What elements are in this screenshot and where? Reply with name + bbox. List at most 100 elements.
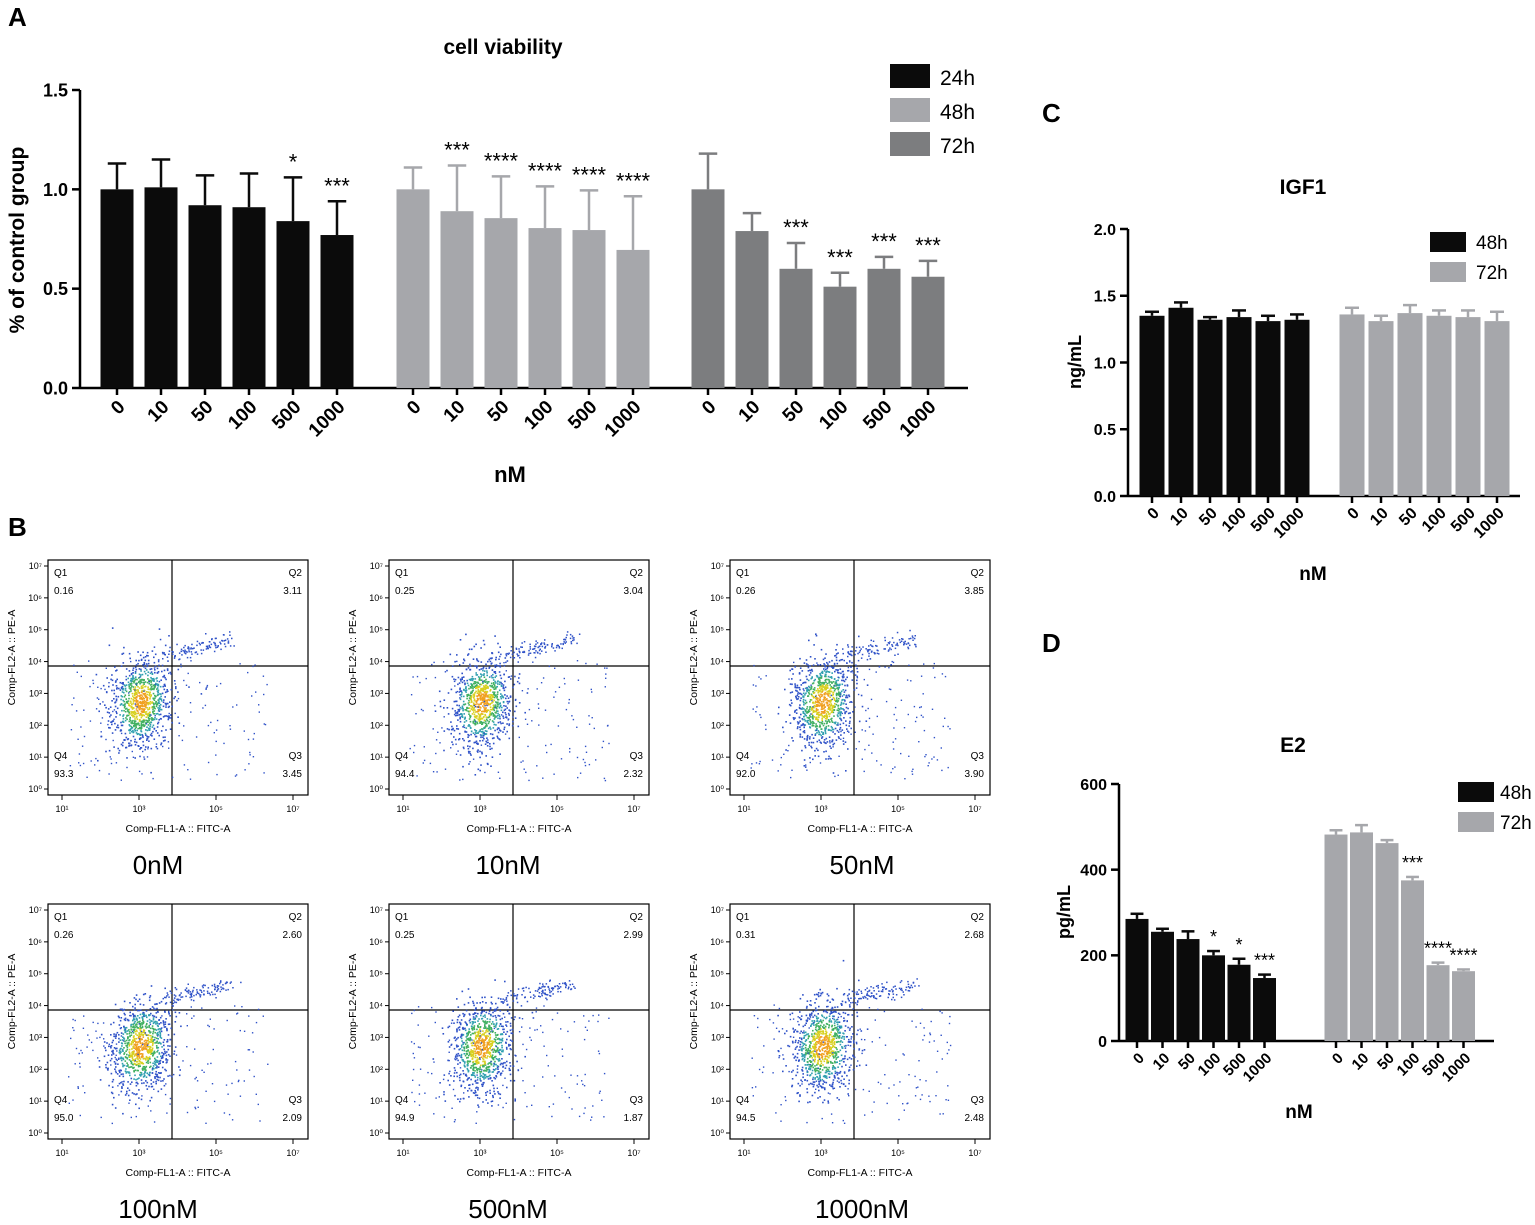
y-tick-label: 10⁶ [28,937,42,947]
significance-mark: * [1210,927,1217,947]
x-tick-label: 10⁷ [286,804,299,814]
y-tick-label: 10⁵ [369,969,383,979]
bar-72h-0 [1340,314,1365,496]
quadrant-q2-value: 2.68 [965,930,985,941]
y-tick-label: 0 [1098,1034,1107,1051]
chart-a-ylabel: % of control group [6,147,29,334]
x-tick-label: 1000 [1439,1050,1475,1086]
bar-48h-50 [1198,320,1223,496]
bar-48h-100 [1227,317,1252,496]
x-tick-label: 10⁷ [968,804,981,814]
y-tick-label: 10² [711,1064,724,1074]
chart-c-title: IGF1 [1280,176,1327,199]
legend-label-72h: 72h [1476,263,1508,284]
y-tick-label: 10⁶ [369,937,383,947]
chart-a-xlabel: nM [494,462,526,487]
x-tick-label: 50 [1374,1050,1398,1074]
significance-mark: *** [1402,853,1423,873]
legend-label-72h: 72h [940,135,975,158]
legend-swatch-72h [890,132,930,156]
quadrant-q2-label: Q2 [971,568,985,579]
legend-label-24h: 24h [940,67,975,90]
bar-48h-1000 [1285,320,1310,496]
flow-x-axis-label: Comp-FL1-A :: FITC-A [807,1167,912,1179]
quadrant-q1-value: 0.25 [395,930,415,941]
bar-48h-50 [485,218,518,388]
significance-mark: **** [616,168,651,193]
y-tick-label: 10⁴ [369,1001,383,1011]
quadrant-q3-label: Q3 [289,1095,303,1106]
y-tick-label: 0.5 [1094,422,1116,439]
y-tick-label: 10⁴ [28,657,42,667]
bar-72h-50 [780,269,813,388]
x-tick-label: 10⁷ [627,1148,640,1158]
flow-y-axis-label: Comp-FL2-A :: PE-A [688,610,700,706]
x-tick-label: 10⁷ [286,1148,299,1158]
y-tick-label: 10¹ [711,1096,724,1106]
significance-mark: *** [1254,951,1275,971]
flow-y-axis-label: Comp-FL2-A :: PE-A [6,610,18,706]
bar-48h-0 [397,189,430,388]
flow-plot-caption: 50nM [829,850,894,880]
y-tick-label: 1.0 [1094,355,1116,372]
y-tick-label: 10⁷ [711,905,724,915]
x-tick-label: 0 [403,397,425,419]
quadrant-q4-value: 93.3 [54,769,74,780]
x-tick-label: 10¹ [55,804,68,814]
y-tick-label: 10³ [370,1032,383,1042]
bar-72h-10 [1369,321,1394,496]
significance-mark: **** [1449,945,1477,965]
x-tick-label: 50 [1396,505,1421,530]
bar-48h-500 [1228,965,1251,1041]
bar-48h-0 [1140,316,1165,496]
y-tick-label: 10¹ [711,752,724,762]
x-tick-label: 100 [815,397,852,434]
bar-72h-0 [1325,835,1348,1041]
bar-24h-500 [277,221,310,388]
bar-48h-0 [1126,919,1149,1041]
legend-swatch-72h [1430,262,1466,282]
y-tick-label: 2.0 [1094,222,1116,239]
significance-mark: *** [783,215,809,240]
bar-24h-50 [189,205,222,388]
quadrant-q2-value: 2.60 [283,930,303,941]
quadrant-q3-label: Q3 [971,751,985,762]
x-tick-label: 10⁵ [891,804,905,814]
chart-d-xlabel: nM [1285,1102,1312,1123]
x-tick-label: 100 [520,397,557,434]
plot-frame [48,904,308,1139]
x-tick-label: 0 [1145,505,1163,523]
x-tick-label: 10⁵ [209,1148,223,1158]
flow-x-axis-label: Comp-FL1-A :: FITC-A [466,823,571,835]
x-tick-label: 10⁵ [550,1148,564,1158]
x-tick-label: 10³ [132,804,145,814]
plot-frame [730,904,990,1139]
quadrant-q3-value: 1.87 [624,1113,644,1124]
y-tick-label: 0.5 [43,279,68,299]
bar-48h-500 [1256,321,1281,496]
x-tick-label: 1000 [305,397,350,442]
y-tick-label: 600 [1080,777,1107,794]
y-tick-label: 10³ [29,1032,42,1042]
legend-label-48h: 48h [940,101,975,124]
y-tick-label: 10⁴ [369,657,383,667]
y-tick-label: 10² [29,720,42,730]
x-tick-label: 10 [440,397,470,427]
bar-72h-100 [1427,316,1452,496]
flow-plot-caption: 1000nM [815,1194,909,1220]
flow-plot-caption: 500nM [468,1194,548,1220]
quadrant-q2-value: 3.11 [283,586,302,597]
x-tick-label: 10 [144,397,174,427]
quadrant-q1-label: Q1 [736,568,750,579]
quadrant-q4-value: 94.5 [736,1113,756,1124]
legend-label-48h: 48h [1476,233,1508,254]
y-tick-label: 10⁷ [370,905,383,915]
chart-a-legend: 24h 48h 72h [890,64,975,158]
quadrant-q1-value: 0.26 [736,586,756,597]
panel-label-c: C [1042,98,1061,128]
flow-y-axis-label: Comp-FL2-A :: PE-A [347,954,359,1050]
